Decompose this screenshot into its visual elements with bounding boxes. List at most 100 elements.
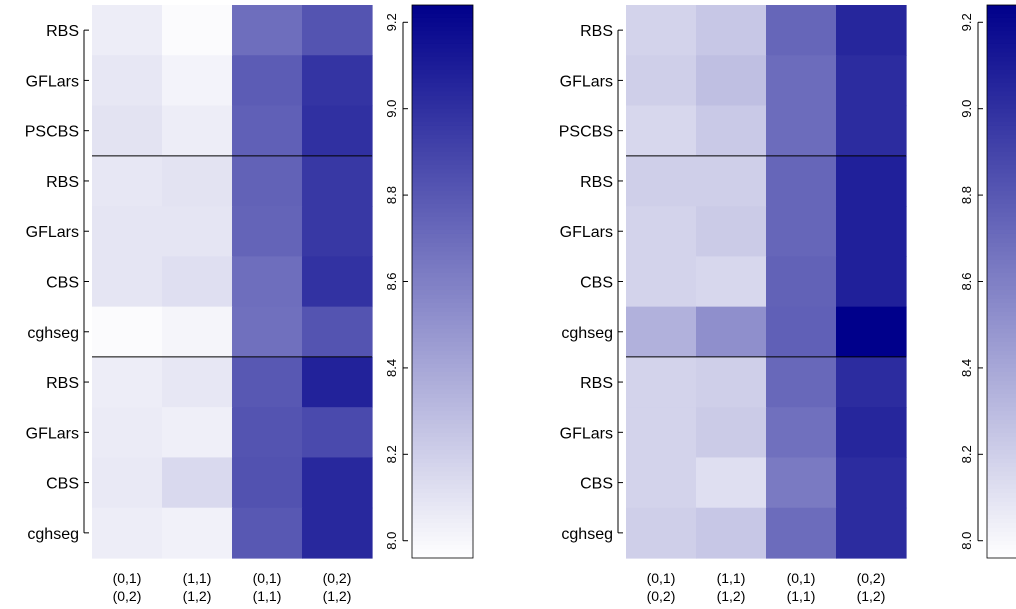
- row-label: CBS: [580, 275, 613, 292]
- colorbar-segment: [412, 13, 473, 19]
- colorbar-segment: [987, 497, 1016, 503]
- colorbar-segment: [412, 130, 473, 136]
- heatmap-cell: [696, 5, 767, 56]
- colorbar-segment: [412, 389, 473, 395]
- colorbar-segment: [987, 39, 1016, 45]
- heatmap-cell: [302, 306, 373, 358]
- heatmap-cell: [696, 256, 767, 308]
- heatmap-cell: [696, 206, 767, 257]
- heatmap-cell: [302, 5, 373, 56]
- colorbar-segment: [412, 264, 473, 270]
- colorbar-segment: [987, 311, 1016, 317]
- column-label-line1: (0,1): [253, 570, 282, 586]
- heatmap-cell: [232, 155, 303, 207]
- colorbar-segment: [987, 208, 1016, 213]
- colorbar-segment: [987, 35, 1016, 41]
- colorbar-tick-label: 8.2: [384, 445, 399, 463]
- heatmap-cell: [836, 206, 907, 257]
- colorbar-segment: [987, 160, 1016, 166]
- row-label: GFLars: [26, 425, 79, 442]
- colorbar-segment: [412, 488, 473, 494]
- heatmap-cell: [162, 155, 233, 207]
- heatmap-cell: [92, 457, 163, 509]
- heatmap-cell: [302, 507, 373, 559]
- colorbar-segment: [987, 143, 1016, 149]
- colorbar-segment: [987, 233, 1016, 239]
- column-label-line2: (1,2): [323, 588, 352, 604]
- colorbar-segment: [412, 113, 473, 118]
- colorbar-segment: [987, 164, 1016, 170]
- row-label: GFLars: [560, 425, 613, 442]
- colorbar-segment: [412, 39, 473, 45]
- colorbar-segment: [412, 329, 473, 334]
- heatmap-cell: [626, 5, 697, 56]
- colorbar-segment: [987, 69, 1016, 75]
- colorbar-segment: [987, 480, 1016, 486]
- colorbar-segment: [412, 393, 473, 399]
- heatmap-cell: [92, 155, 163, 207]
- heatmap-cell: [302, 256, 373, 308]
- colorbar-segment: [412, 56, 473, 62]
- colorbar-segment: [987, 519, 1016, 525]
- colorbar-segment: [987, 48, 1016, 54]
- colorbar-segment: [412, 212, 473, 218]
- heatmap-cell: [626, 256, 697, 308]
- heatmap-cell: [836, 507, 907, 559]
- colorbar-segment: [987, 346, 1016, 352]
- colorbar-segment: [412, 242, 473, 248]
- heatmap-cell: [766, 306, 837, 358]
- colorbar-segment: [412, 553, 473, 559]
- colorbar-segment: [412, 367, 473, 373]
- heatmap-cell: [836, 457, 907, 509]
- heatmap-cell: [626, 206, 697, 257]
- colorbar-segment: [412, 497, 473, 503]
- heatmap-cell: [302, 105, 373, 157]
- heatmap-cell: [302, 407, 373, 459]
- heatmap-cell: [162, 105, 233, 157]
- heatmap-cell: [92, 356, 163, 408]
- colorbar-segment: [987, 458, 1016, 464]
- colorbar-segment: [987, 376, 1016, 382]
- colorbar-segment: [987, 147, 1016, 153]
- column-label-line1: (0,2): [323, 570, 352, 586]
- colorbar-segment: [412, 454, 473, 460]
- heatmap-cell: [232, 457, 303, 509]
- colorbar-segment: [412, 43, 473, 49]
- colorbar-segment: [987, 462, 1016, 468]
- colorbar-segment: [987, 329, 1016, 334]
- heatmap-cell: [696, 306, 767, 358]
- colorbar-segment: [412, 316, 473, 321]
- colorbar-tick-label: 9.0: [384, 100, 399, 118]
- colorbar-segment: [412, 156, 473, 162]
- colorbar-segment: [412, 449, 473, 455]
- colorbar-segment: [412, 346, 473, 352]
- colorbar-segment: [987, 549, 1016, 555]
- colorbar-segment: [412, 169, 473, 175]
- colorbar-segment: [412, 5, 473, 10]
- colorbar-segment: [987, 307, 1016, 313]
- colorbar-segment: [412, 233, 473, 239]
- colorbar-tick-label: 9.2: [959, 13, 974, 31]
- colorbar-segment: [987, 100, 1016, 105]
- colorbar-segment: [987, 238, 1016, 244]
- heatmap-cell: [626, 457, 697, 509]
- heatmap-cell: [92, 256, 163, 308]
- colorbar-segment: [987, 56, 1016, 62]
- colorbar-segment: [412, 445, 473, 451]
- colorbar-segment: [987, 510, 1016, 516]
- colorbar-segment: [987, 285, 1016, 291]
- column-label-line1: (0,2): [857, 570, 886, 586]
- heatmap-cell: [766, 55, 837, 107]
- colorbar-segment: [412, 341, 473, 347]
- colorbar-segment: [412, 545, 473, 550]
- colorbar-segment: [412, 320, 473, 326]
- heatmap-cell: [626, 356, 697, 408]
- colorbar-segment: [412, 380, 473, 386]
- colorbar-segment: [412, 143, 473, 149]
- colorbar-segment: [412, 514, 473, 520]
- colorbar-segment: [987, 156, 1016, 162]
- column-label-line2: (1,2): [717, 588, 746, 604]
- colorbar-segment: [412, 290, 473, 296]
- colorbar-segment: [987, 216, 1016, 222]
